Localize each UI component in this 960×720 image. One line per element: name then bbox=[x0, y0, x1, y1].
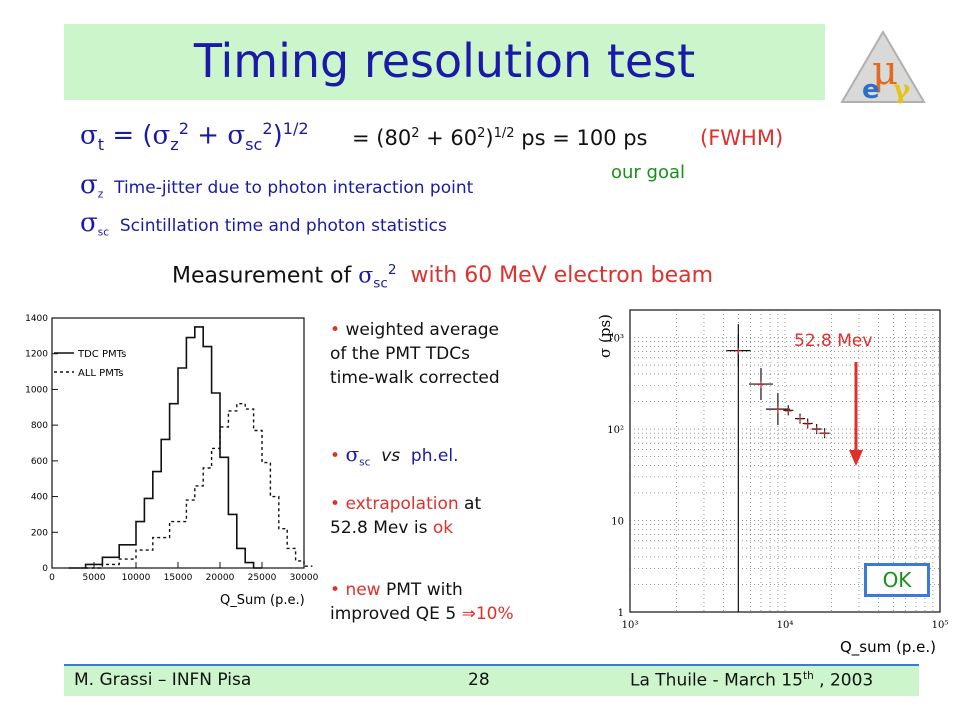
ok-badge: OK bbox=[864, 563, 930, 597]
data-point: + bbox=[756, 378, 765, 391]
formula-value: = (802 + 602)1/2 ps = 100 ps bbox=[352, 126, 648, 150]
bullet-weighted-average: • weighted average of the PMT TDCs time-… bbox=[330, 320, 500, 388]
data-point: + bbox=[803, 417, 812, 430]
sigma-formula: σt = (σz2 + σsc2)1/2 bbox=[80, 119, 309, 154]
bullet-new-pmt: • new PMT with improved QE 5 ⇒10% bbox=[330, 580, 514, 624]
x-tick-label: 10³ bbox=[622, 620, 639, 631]
definition-z: σz Time-jitter due to photon interaction… bbox=[80, 170, 474, 201]
legend-tdc-pmts: TDC PMTs bbox=[77, 349, 126, 360]
x-tick-label: 15000 bbox=[164, 573, 193, 583]
x-tick-label: 10⁵ bbox=[932, 620, 948, 631]
plot-frame bbox=[629, 309, 941, 613]
definition-sc: σsc Scintillation time and photon statis… bbox=[80, 208, 447, 239]
data-point: + bbox=[784, 404, 793, 417]
energy-annotation: 52.8 Mev bbox=[794, 331, 873, 351]
histogram-ticks: 0 200 400 600 800 1000 1200 1400 0 5000 10000 15000… bbox=[25, 314, 318, 583]
y-tick-label: 1000 bbox=[25, 385, 48, 395]
data-point: + bbox=[734, 345, 743, 358]
measurement-heading: Measurement of σsc2 with 60 MeV electron … bbox=[172, 262, 714, 292]
y-tick-label: 10³ bbox=[607, 334, 624, 345]
histogram-legend: TDC PMTs ALL PMTs bbox=[54, 349, 126, 379]
data-point: + bbox=[773, 403, 782, 416]
x-tick-label: 20000 bbox=[206, 573, 235, 583]
series-tdc-pmts bbox=[68, 326, 262, 569]
series-all-pmts bbox=[85, 403, 313, 569]
y-tick-label: 10² bbox=[607, 425, 624, 436]
bullet-extrapolation: • extrapolation at 52.8 Mev is ok bbox=[330, 494, 482, 538]
arrow-head bbox=[849, 450, 863, 466]
y-tick-label: 200 bbox=[31, 528, 48, 538]
y-tick-label: 600 bbox=[31, 457, 48, 467]
x-tick-label: 0 bbox=[49, 573, 55, 583]
qsum-histogram: 0 200 400 600 800 1000 1200 1400 0 5000 10000 15000… bbox=[25, 314, 318, 608]
footer-author: M. Grassi – INFN Pisa bbox=[74, 670, 252, 690]
slide-title: Timing resolution test bbox=[193, 34, 696, 88]
footer-band bbox=[64, 666, 919, 696]
x-tick-label: 5000 bbox=[83, 573, 106, 583]
footer-venue: La Thuile - March 15th , 2003 bbox=[630, 670, 874, 691]
svg-text:γ: γ bbox=[893, 75, 911, 105]
plot-xlabel: Q_sum (p.e.) bbox=[840, 638, 936, 657]
x-tick-label: 10000 bbox=[122, 573, 151, 583]
data-point: + bbox=[820, 427, 829, 440]
x-tick-label: 10⁴ bbox=[777, 620, 794, 631]
bullet-sigma-vs-phel: • σsc vs ph.el. bbox=[330, 442, 459, 469]
svg-text:μ: μ bbox=[872, 48, 898, 94]
plot-ticks: 10³ 10⁴ 10⁵ 1 10 10² 10³ bbox=[607, 334, 948, 631]
y-tick-label: 1200 bbox=[25, 350, 48, 360]
plot-ylabel: σ (ps) bbox=[596, 314, 614, 358]
y-tick-label: 400 bbox=[31, 493, 48, 503]
y-tick-label: 10 bbox=[611, 517, 624, 528]
y-tick-label: 0 bbox=[42, 564, 48, 574]
fwhm-label: (FWHM) bbox=[700, 126, 784, 150]
x-tick-label: 25000 bbox=[248, 573, 277, 583]
svg-text:e: e bbox=[862, 75, 880, 105]
y-tick-label: 1400 bbox=[25, 314, 48, 324]
data-point: + bbox=[812, 423, 821, 436]
footer-divider bbox=[64, 664, 919, 666]
data-points: +++ +++ ++ bbox=[726, 334, 830, 440]
page-number: 28 bbox=[468, 670, 490, 690]
y-tick-label: 1 bbox=[618, 608, 624, 619]
histogram-xlabel: Q_Sum (p.e.) bbox=[220, 593, 305, 608]
legend-all-pmts: ALL PMTs bbox=[78, 368, 123, 379]
x-tick-label: 30000 bbox=[290, 573, 319, 583]
goal-label: our goal bbox=[611, 162, 686, 183]
title-band bbox=[64, 24, 825, 100]
data-point: + bbox=[795, 413, 804, 426]
y-tick-label: 800 bbox=[31, 421, 48, 431]
meg-logo: μ e γ bbox=[840, 30, 926, 105]
